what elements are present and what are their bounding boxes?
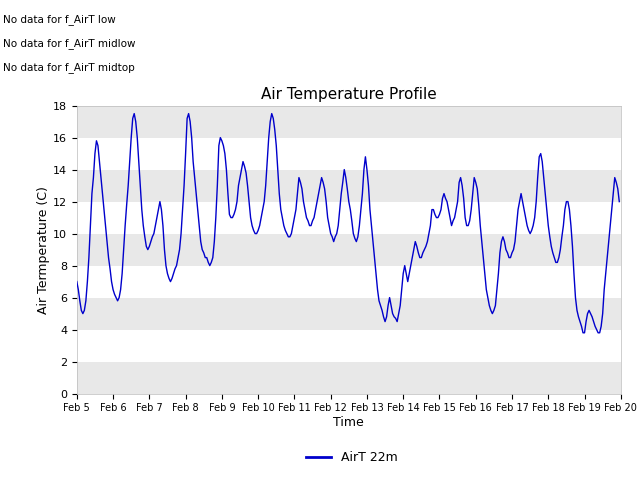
Text: No data for f_AirT low: No data for f_AirT low	[3, 14, 116, 25]
X-axis label: Time: Time	[333, 416, 364, 429]
Title: Air Temperature Profile: Air Temperature Profile	[261, 87, 436, 102]
Bar	[77, 298, 621, 330]
Y-axis label: Air Termperature (C): Air Termperature (C)	[37, 186, 50, 313]
Bar	[77, 202, 621, 234]
Bar	[77, 330, 621, 361]
Text: No data for f_AirT midlow: No data for f_AirT midlow	[3, 38, 136, 49]
Bar	[77, 169, 621, 202]
Bar	[77, 106, 621, 138]
Bar	[77, 138, 621, 169]
Text: No data for f_AirT midtop: No data for f_AirT midtop	[3, 62, 135, 73]
Bar	[77, 234, 621, 265]
Bar	[77, 361, 621, 394]
Legend: AirT 22m: AirT 22m	[301, 446, 403, 469]
Bar	[77, 265, 621, 298]
